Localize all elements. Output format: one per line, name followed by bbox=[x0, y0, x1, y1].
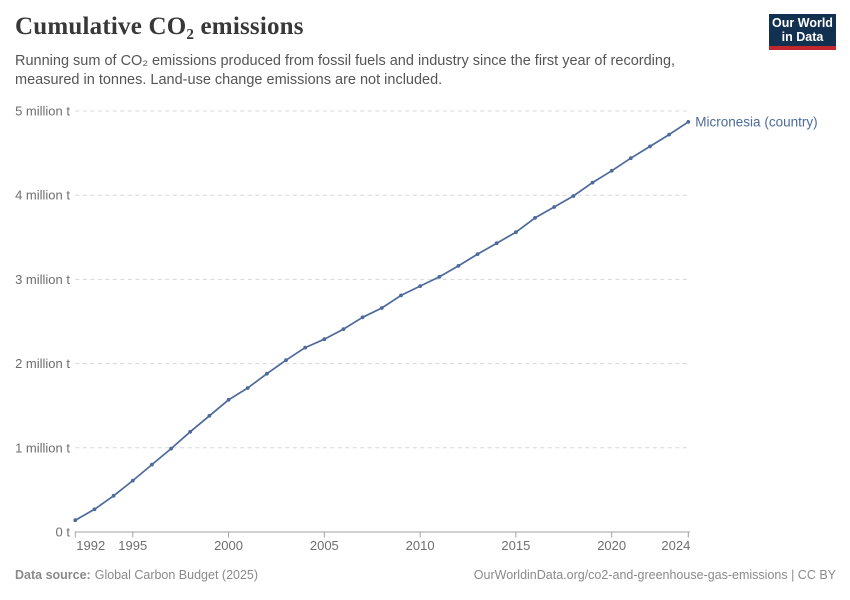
y-axis-label: 3 million t bbox=[15, 272, 70, 287]
data-point[interactable] bbox=[648, 144, 652, 149]
data-point[interactable] bbox=[571, 194, 576, 198]
subtitle-line-1: Running sum of CO₂ emissions produced fr… bbox=[15, 53, 676, 69]
x-axis-label: 2024 bbox=[661, 538, 690, 553]
data-point[interactable] bbox=[265, 371, 269, 376]
page-title: Cumulative CO₂ emissions bbox=[15, 13, 304, 40]
y-axis-label: 0 t bbox=[56, 525, 71, 540]
owid-logo-line2: in Data bbox=[781, 30, 824, 44]
data-point[interactable] bbox=[169, 446, 174, 451]
data-point[interactable] bbox=[609, 168, 614, 173]
data-point[interactable] bbox=[150, 462, 154, 467]
series-line[interactable] bbox=[74, 121, 690, 522]
data-point[interactable] bbox=[667, 132, 671, 137]
data-point[interactable] bbox=[552, 205, 557, 209]
data-point[interactable] bbox=[341, 327, 346, 331]
x-axis-label: 1995 bbox=[118, 538, 147, 553]
data-point[interactable] bbox=[130, 478, 135, 483]
data-point[interactable] bbox=[303, 345, 308, 350]
data-point[interactable] bbox=[533, 216, 537, 220]
x-axis-label: 2020 bbox=[597, 538, 626, 553]
data-source-label: Data source: bbox=[15, 568, 91, 582]
data-source: Data source: Global Carbon Budget (2025) bbox=[15, 568, 258, 582]
data-point[interactable] bbox=[379, 306, 384, 310]
data-point[interactable] bbox=[245, 386, 250, 390]
data-source-value: Global Carbon Budget (2025) bbox=[94, 568, 259, 582]
x-axis-label: 1992 bbox=[76, 538, 105, 553]
y-axis-label: 5 million t bbox=[15, 104, 70, 119]
data-point[interactable] bbox=[494, 241, 499, 246]
data-point[interactable] bbox=[360, 315, 365, 320]
data-point[interactable] bbox=[475, 252, 480, 256]
y-axis-label: 4 million t bbox=[15, 188, 70, 203]
data-point[interactable] bbox=[628, 156, 633, 161]
data-point[interactable] bbox=[188, 429, 193, 434]
owid-logo-line1: Our World bbox=[772, 16, 833, 30]
owid-logo[interactable]: Our World in Data bbox=[769, 14, 836, 50]
x-axis-label: 2005 bbox=[310, 538, 339, 553]
data-point[interactable] bbox=[284, 358, 288, 363]
data-point[interactable] bbox=[207, 413, 212, 418]
x-axis-label: 2010 bbox=[406, 538, 435, 553]
data-point[interactable] bbox=[418, 284, 422, 288]
data-point[interactable] bbox=[111, 493, 116, 498]
data-point[interactable] bbox=[73, 518, 78, 523]
data-point[interactable] bbox=[226, 397, 231, 402]
series-end-label: Micronesia (country) bbox=[695, 114, 817, 129]
credit-link[interactable]: OurWorldinData.org/co2-and-greenhouse-ga… bbox=[473, 568, 836, 582]
data-point[interactable] bbox=[456, 264, 461, 268]
data-point[interactable] bbox=[437, 275, 442, 279]
x-axis-label: 2000 bbox=[214, 538, 243, 553]
y-axis-label: 1 million t bbox=[15, 440, 70, 455]
data-point[interactable] bbox=[686, 120, 691, 124]
chart-footer: Data source: Global Carbon Budget (2025) … bbox=[15, 568, 836, 582]
y-axis-label: 2 million t bbox=[15, 356, 70, 371]
data-point[interactable] bbox=[399, 293, 403, 298]
data-point[interactable] bbox=[514, 230, 518, 235]
subtitle-line-2: measured in tonnes. Land-use change emis… bbox=[15, 72, 443, 88]
data-point[interactable] bbox=[92, 507, 97, 512]
data-point[interactable] bbox=[322, 337, 327, 342]
data-point[interactable] bbox=[590, 180, 595, 185]
x-axis-label: 2015 bbox=[501, 538, 530, 553]
chart-subtitle: Running sum of CO₂ emissions produced fr… bbox=[15, 52, 715, 90]
